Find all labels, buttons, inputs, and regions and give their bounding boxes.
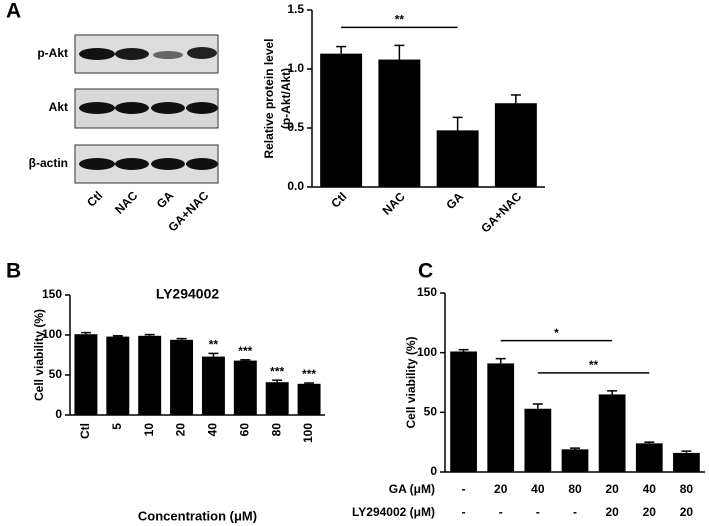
y-tick-label: 100 bbox=[42, 327, 62, 341]
bar bbox=[74, 334, 98, 415]
y-axis-label: Cell viability (%) bbox=[32, 309, 46, 401]
x-tick-label: 100 bbox=[301, 423, 315, 443]
y-tick-label: 0.0 bbox=[287, 179, 304, 193]
row-value: 20 bbox=[494, 482, 508, 496]
bar bbox=[233, 360, 257, 415]
bar bbox=[265, 382, 289, 415]
x-tick-label: 5 bbox=[110, 423, 124, 430]
bar bbox=[138, 335, 162, 415]
y-axis-label: (p-Akt/Akt) bbox=[279, 68, 293, 129]
significance: *** bbox=[270, 364, 284, 378]
x-axis-label: Concentration (μM) bbox=[138, 508, 257, 523]
band bbox=[151, 158, 185, 170]
x-tick-label: 10 bbox=[142, 423, 156, 437]
x-tick-label: 60 bbox=[237, 423, 251, 437]
y-tick-label: 0 bbox=[55, 407, 62, 421]
band bbox=[153, 51, 183, 59]
bar bbox=[297, 383, 321, 415]
band bbox=[151, 102, 185, 114]
western-blot: p-Akt Akt β-actin Ctl NAC GA GA+NAC bbox=[29, 34, 219, 234]
y-tick-label: 150 bbox=[417, 285, 437, 299]
significance: ** bbox=[209, 338, 219, 352]
x-tick-label: GA+NAC bbox=[478, 189, 524, 235]
band bbox=[79, 158, 115, 170]
y-tick-label: 1.0 bbox=[287, 61, 304, 75]
x-tick-label: Ctl bbox=[328, 189, 349, 210]
bar bbox=[436, 130, 479, 187]
blot-lane-label: Ctl bbox=[84, 188, 105, 209]
band bbox=[115, 158, 149, 170]
blot-lane-label: NAC bbox=[112, 188, 141, 217]
blot-row-label: β-actin bbox=[29, 156, 68, 170]
bar bbox=[524, 408, 552, 472]
row-value: 20 bbox=[605, 505, 619, 519]
row-value: - bbox=[536, 505, 540, 519]
band bbox=[115, 48, 149, 60]
bar bbox=[170, 339, 194, 415]
row-value: 80 bbox=[680, 482, 694, 496]
y-tick-label: 50 bbox=[424, 405, 438, 419]
x-tick-label: Ctl bbox=[78, 423, 92, 439]
y-tick-label: 50 bbox=[49, 367, 63, 381]
y-tick-label: 0 bbox=[430, 464, 437, 478]
bar bbox=[378, 59, 421, 188]
y-tick-label: 100 bbox=[417, 345, 437, 359]
bar bbox=[320, 53, 363, 187]
bar bbox=[673, 452, 700, 472]
x-tick-label: 80 bbox=[269, 423, 283, 437]
row-value: - bbox=[499, 505, 503, 519]
row-label: LY294002 (μM) bbox=[352, 505, 435, 519]
band bbox=[186, 102, 218, 114]
row-value: 20 bbox=[680, 505, 694, 519]
blot-lane-label: GA bbox=[154, 188, 177, 211]
x-tick-label: NAC bbox=[379, 189, 408, 218]
band bbox=[79, 102, 115, 114]
row-value: - bbox=[573, 505, 577, 519]
y-tick-label: 0.5 bbox=[287, 120, 304, 134]
band bbox=[79, 48, 115, 60]
row-label: GA (μM) bbox=[389, 482, 435, 496]
bar bbox=[450, 351, 477, 472]
bar bbox=[598, 394, 626, 472]
band bbox=[186, 158, 218, 170]
row-value: 40 bbox=[643, 482, 657, 496]
y-tick-label: 150 bbox=[42, 287, 62, 301]
x-tick-label: 40 bbox=[206, 423, 220, 437]
bar bbox=[201, 356, 225, 415]
significance: ** bbox=[589, 358, 599, 372]
bar bbox=[494, 103, 537, 187]
blot-row-label: Akt bbox=[49, 100, 68, 114]
y-tick-label: 1.5 bbox=[287, 2, 304, 16]
bar bbox=[561, 449, 589, 472]
y-axis-label: Cell viability (%) bbox=[404, 336, 418, 428]
x-tick-label: 20 bbox=[174, 423, 188, 437]
significance: *** bbox=[238, 344, 252, 358]
panel-label: C bbox=[418, 260, 433, 283]
y-axis-label: Relative protein level bbox=[262, 38, 276, 158]
panel-label: B bbox=[6, 260, 21, 283]
significance: *** bbox=[302, 367, 316, 381]
band bbox=[115, 102, 149, 114]
row-value: - bbox=[462, 482, 466, 496]
x-tick-label: GA bbox=[443, 189, 466, 212]
row-value: 20 bbox=[643, 505, 657, 519]
significance: ** bbox=[395, 13, 405, 27]
chart-title: LY294002 bbox=[156, 286, 220, 302]
row-value: 80 bbox=[568, 482, 582, 496]
bar bbox=[487, 363, 515, 472]
row-value: 20 bbox=[605, 482, 619, 496]
significance: * bbox=[554, 326, 559, 340]
bar bbox=[635, 443, 663, 472]
band bbox=[187, 47, 217, 59]
panel-label: A bbox=[6, 0, 21, 23]
row-value: - bbox=[462, 505, 466, 519]
row-value: 40 bbox=[531, 482, 545, 496]
bar bbox=[106, 336, 130, 415]
blot-row-label: p-Akt bbox=[37, 46, 68, 60]
